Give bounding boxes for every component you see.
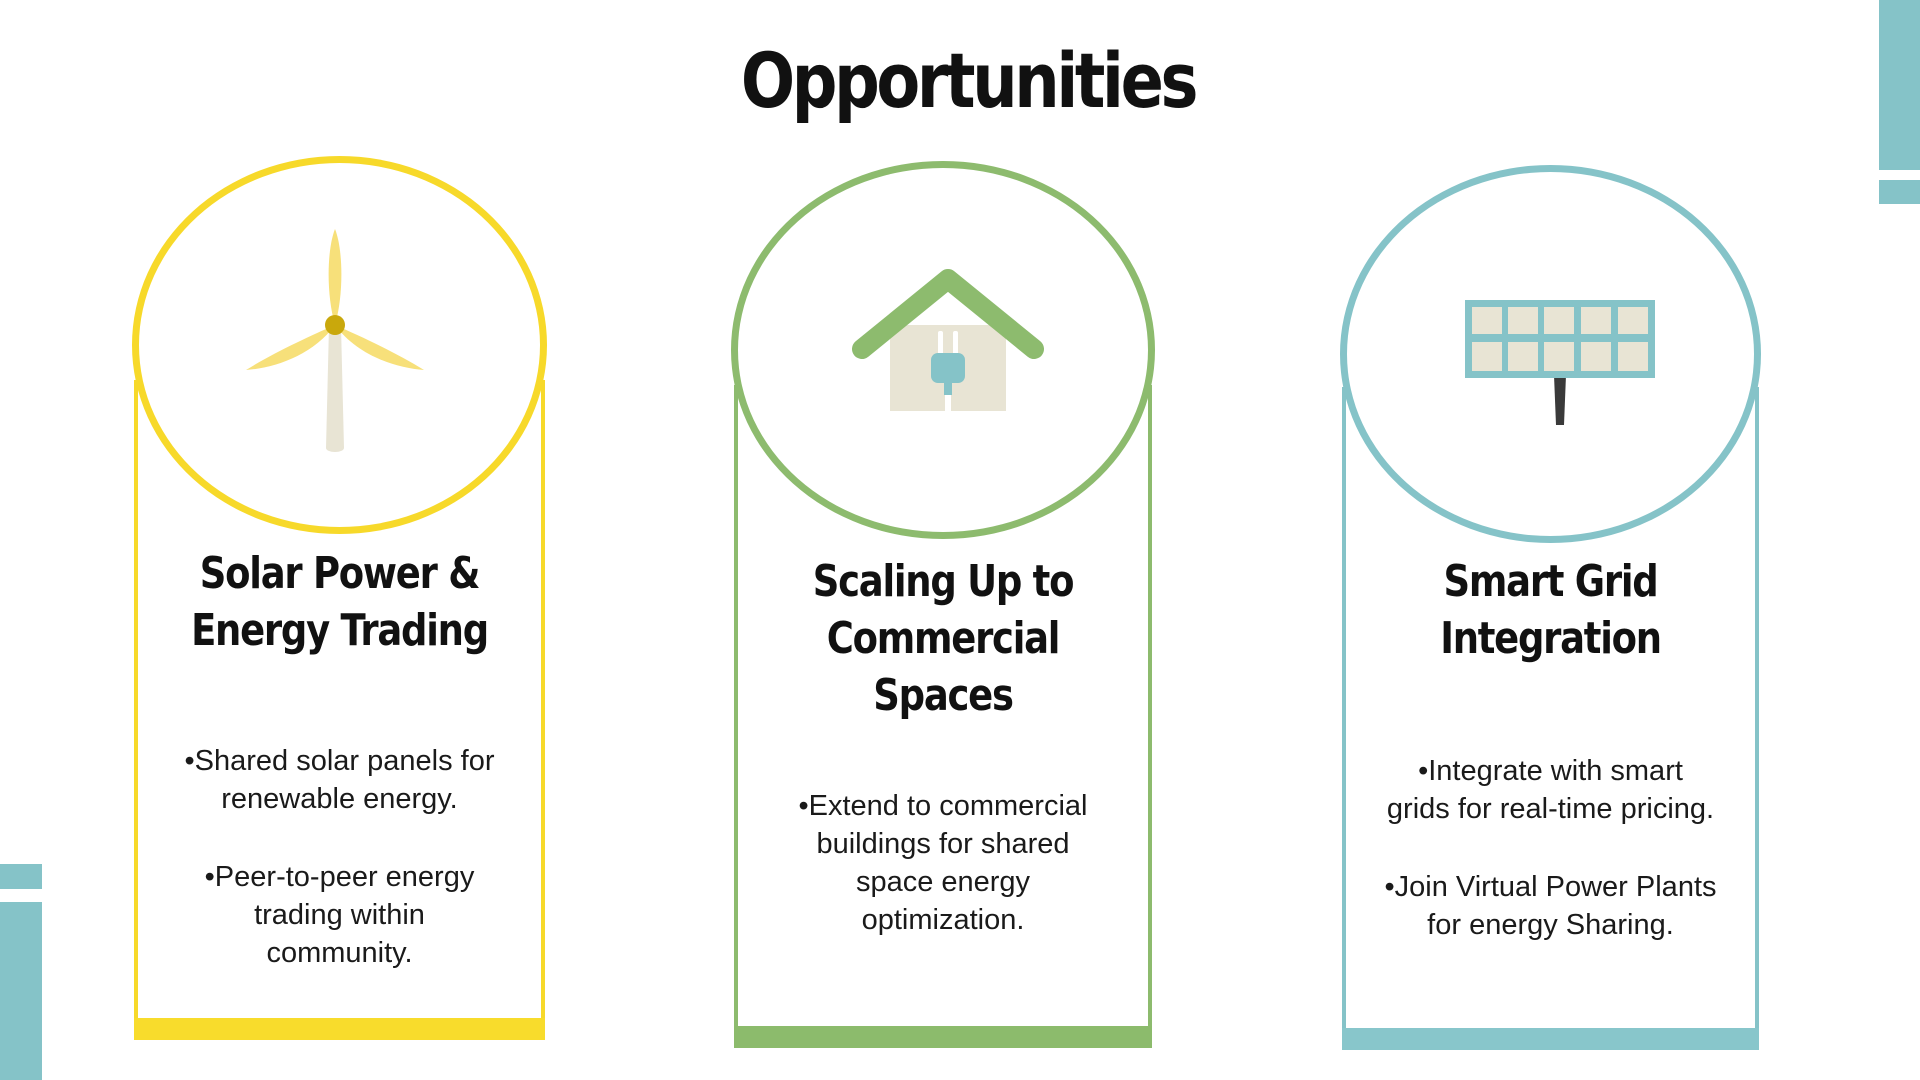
- bullet-line: buildings for shared: [816, 828, 1070, 860]
- card-title-line: Solar Power &: [199, 548, 481, 599]
- bullet-line: •Shared solar panels for: [184, 745, 495, 777]
- bullet-line: space energy: [855, 866, 1031, 898]
- house-plug-icon: [852, 265, 1044, 415]
- bullet-line: •Integrate with smart: [1418, 755, 1683, 787]
- card-title-solar: Solar Power & Energy Trading: [167, 545, 512, 659]
- card-bottom-bar: [734, 1026, 1152, 1048]
- bullet-line: •Peer-to-peer energy: [204, 861, 475, 893]
- solar-panel-icon: [1464, 299, 1656, 427]
- bullet-shared-solar: •Shared solar panels for renewable energ…: [134, 742, 545, 818]
- top-right-accent-bar: [1879, 0, 1920, 170]
- bullet-line: renewable energy.: [221, 783, 458, 815]
- bullet-line: community.: [266, 937, 413, 969]
- card-title-smart-grid: Smart Grid Integration: [1375, 553, 1725, 667]
- card-title-line: Smart Grid: [1443, 556, 1659, 607]
- bottom-left-accent-bar: [0, 902, 42, 1080]
- bullet-line: optimization.: [861, 904, 1025, 936]
- bottom-left-accent-strip: [0, 864, 42, 889]
- card-title-line: Commercial Spaces: [826, 613, 1061, 721]
- bullet-line: grids for real-time pricing.: [1386, 793, 1715, 825]
- bullet-line: •Join Virtual Power Plants: [1384, 871, 1717, 903]
- bullet-extend-commercial: •Extend to commercial buildings for shar…: [734, 787, 1152, 939]
- bullet-peer-to-peer: •Peer-to-peer energy trading within comm…: [134, 858, 545, 972]
- card-title-line: Scaling Up to: [812, 556, 1075, 607]
- card-title-line: Integration: [1440, 613, 1662, 664]
- bullet-line: •Extend to commercial: [798, 790, 1088, 822]
- bullet-line: trading within: [254, 899, 425, 931]
- card-title-commercial: Scaling Up to Commercial Spaces: [767, 553, 1118, 724]
- bullet-virtual-power-plants: •Join Virtual Power Plants for energy Sh…: [1342, 868, 1759, 944]
- card-bottom-bar: [134, 1018, 545, 1040]
- card-title-line: Energy Trading: [191, 605, 489, 656]
- bullet-integrate-smart-grids: •Integrate with smart grids for real-tim…: [1342, 752, 1759, 828]
- top-right-accent-strip: [1879, 180, 1920, 204]
- wind-turbine-icon: [240, 224, 430, 454]
- opportunity-card-commercial: [734, 385, 1152, 1048]
- bullet-line: for energy Sharing.: [1427, 909, 1674, 941]
- page-title: Opportunities: [740, 36, 1199, 125]
- card-bottom-bar: [1342, 1028, 1759, 1050]
